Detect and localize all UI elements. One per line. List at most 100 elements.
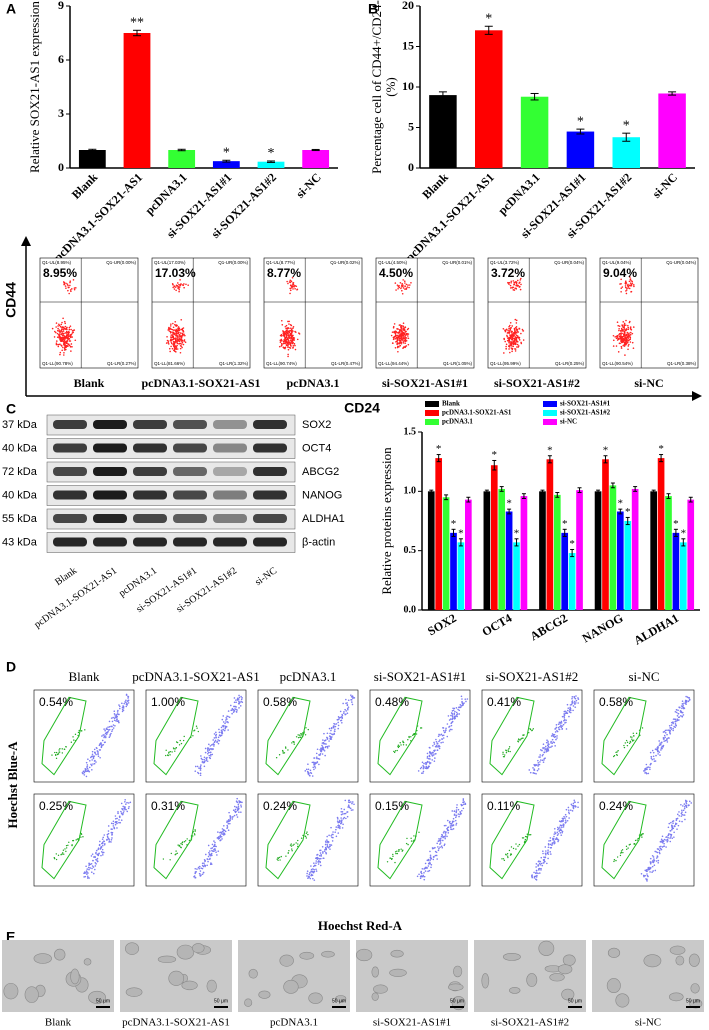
event-dot bbox=[449, 821, 451, 823]
event-dot bbox=[207, 760, 209, 762]
event-dot bbox=[217, 831, 219, 833]
event-dot bbox=[518, 331, 520, 333]
event-dot bbox=[542, 755, 544, 757]
event-dot bbox=[63, 327, 65, 329]
event-dot bbox=[394, 862, 395, 863]
event-dot bbox=[520, 289, 522, 291]
event-dot bbox=[311, 869, 313, 871]
event-dot bbox=[397, 750, 398, 751]
sphere bbox=[177, 945, 194, 959]
event-dot bbox=[615, 752, 616, 753]
event-dot bbox=[686, 803, 688, 805]
event-dot bbox=[276, 757, 277, 758]
blot-band bbox=[53, 491, 87, 500]
event-dot bbox=[548, 840, 550, 842]
event-dot bbox=[657, 750, 659, 752]
event-dot bbox=[617, 755, 618, 756]
event-dot bbox=[233, 706, 235, 708]
event-dot bbox=[668, 729, 670, 731]
event-dot bbox=[125, 700, 127, 702]
event-dot bbox=[628, 340, 630, 342]
event-dot bbox=[204, 765, 206, 767]
event-dot bbox=[332, 831, 334, 833]
blot-band bbox=[53, 444, 87, 453]
event-dot bbox=[665, 839, 667, 841]
event-dot bbox=[329, 846, 331, 848]
event-dot bbox=[210, 848, 212, 850]
event-dot bbox=[401, 325, 403, 327]
event-dot bbox=[320, 747, 322, 749]
event-dot bbox=[172, 333, 174, 335]
event-dot bbox=[437, 846, 439, 848]
event-dot bbox=[180, 332, 182, 334]
event-dot bbox=[424, 876, 426, 878]
event-dot bbox=[660, 744, 662, 746]
event-dot bbox=[539, 872, 541, 874]
event-dot bbox=[85, 865, 87, 867]
event-dot bbox=[209, 858, 211, 860]
event-dot bbox=[668, 834, 670, 836]
event-dot bbox=[287, 354, 289, 356]
event-dot bbox=[337, 827, 339, 829]
event-dot bbox=[91, 868, 93, 870]
event-dot bbox=[430, 856, 432, 858]
event-dot bbox=[227, 722, 229, 724]
event-dot bbox=[448, 715, 450, 717]
event-dot bbox=[399, 287, 401, 289]
event-dot bbox=[663, 738, 665, 740]
quadrant-label: Q1-LL(95.99%) bbox=[490, 361, 521, 366]
event-dot bbox=[101, 745, 103, 747]
event-dot bbox=[94, 760, 96, 762]
blot-band bbox=[213, 420, 247, 429]
event-dot bbox=[508, 345, 510, 347]
event-dot bbox=[240, 696, 242, 698]
event-dot bbox=[395, 334, 397, 336]
event-dot bbox=[686, 805, 688, 807]
event-dot bbox=[107, 731, 109, 733]
event-dot bbox=[572, 696, 574, 698]
event-dot bbox=[348, 706, 350, 708]
event-dot bbox=[75, 287, 77, 289]
event-dot bbox=[65, 346, 67, 348]
event-dot bbox=[333, 726, 335, 728]
y-tick-label: 20 bbox=[402, 0, 414, 12]
event-dot bbox=[627, 349, 629, 351]
event-dot bbox=[557, 841, 559, 843]
event-dot bbox=[460, 705, 462, 707]
event-dot bbox=[56, 322, 58, 324]
event-dot bbox=[517, 346, 519, 348]
event-dot bbox=[444, 836, 446, 838]
event-dot bbox=[73, 739, 74, 740]
event-dot bbox=[314, 764, 316, 766]
event-dot bbox=[318, 764, 320, 766]
quadrant-label: Q1-LR(0.27%) bbox=[107, 361, 137, 366]
scale-bar-label: 50 μm bbox=[214, 998, 228, 1004]
event-dot bbox=[71, 845, 72, 846]
percent-label: 0.58% bbox=[263, 695, 297, 709]
event-dot bbox=[567, 704, 569, 706]
event-dot bbox=[438, 734, 440, 736]
event-dot bbox=[407, 329, 409, 331]
event-dot bbox=[504, 860, 505, 861]
event-dot bbox=[446, 736, 448, 738]
event-dot bbox=[91, 863, 93, 865]
event-dot bbox=[432, 847, 434, 849]
error-bar bbox=[540, 490, 544, 492]
event-dot bbox=[313, 879, 315, 881]
event-dot bbox=[281, 343, 283, 345]
event-dot bbox=[620, 340, 622, 342]
event-dot bbox=[509, 352, 511, 354]
event-dot bbox=[556, 735, 558, 737]
event-dot bbox=[661, 742, 663, 744]
event-dot bbox=[91, 769, 93, 771]
event-dot bbox=[670, 836, 672, 838]
event-dot bbox=[453, 818, 455, 820]
event-dot bbox=[126, 703, 128, 705]
event-dot bbox=[438, 848, 440, 850]
event-dot bbox=[127, 700, 129, 702]
event-dot bbox=[128, 806, 130, 808]
event-dot bbox=[567, 707, 569, 709]
event-dot bbox=[283, 752, 284, 753]
event-dot bbox=[633, 739, 634, 740]
event-dot bbox=[534, 876, 536, 878]
